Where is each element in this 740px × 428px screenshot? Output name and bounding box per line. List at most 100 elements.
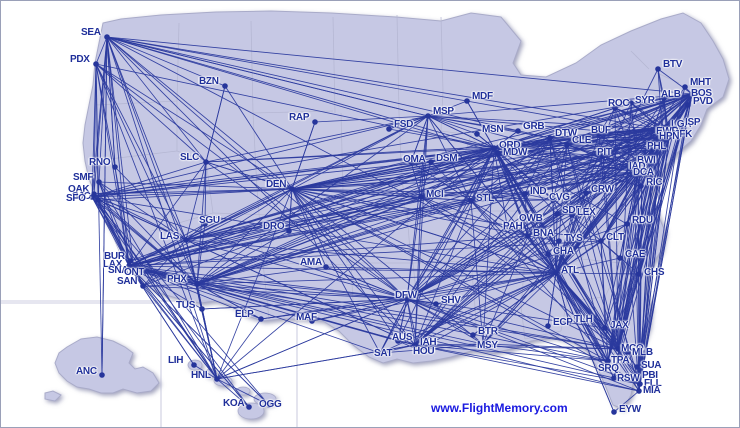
airport-node[interactable] [416,347,422,353]
airport-node[interactable] [661,95,667,101]
airport-node[interactable] [525,233,531,239]
airport-node[interactable] [636,388,642,394]
airport-node[interactable] [96,179,102,185]
airport-node[interactable] [202,221,208,227]
airport-node[interactable] [522,191,528,197]
airport-node[interactable] [131,268,137,274]
flight-route [291,188,554,201]
airport-node[interactable] [625,349,631,355]
airport-node[interactable] [615,346,621,352]
airport-node[interactable] [395,338,401,344]
airport-node[interactable] [183,237,189,243]
airport-node[interactable] [474,131,480,137]
airport-node[interactable] [246,404,252,410]
airport-node[interactable] [286,228,292,234]
airport-node[interactable] [137,266,143,272]
airport-node[interactable] [194,281,200,287]
airport-node[interactable] [258,316,264,322]
airport-node[interactable] [556,238,562,244]
airport-node[interactable] [634,364,640,370]
airport-node[interactable] [95,197,101,203]
airport-node[interactable] [602,325,608,331]
airport-node[interactable] [495,150,501,156]
airport-node[interactable] [428,159,434,165]
airport-node[interactable] [214,376,220,382]
airport-node[interactable] [412,342,418,348]
airport-node[interactable] [126,263,132,269]
flight-route [427,100,468,117]
flight-route [406,162,643,300]
airport-node[interactable] [470,332,476,338]
airport-node[interactable] [464,98,470,104]
airport-node[interactable] [140,283,146,289]
airport-node[interactable] [631,163,637,169]
airport-node[interactable] [520,216,526,222]
airport-node[interactable] [504,222,510,228]
airport-node[interactable] [611,375,617,381]
airport-node[interactable] [547,135,553,141]
airport-node[interactable] [377,350,383,356]
airport-node[interactable] [650,146,656,152]
airport-node[interactable] [628,100,634,106]
airport-node[interactable] [222,83,228,89]
airport-node[interactable] [600,153,606,159]
airport-node[interactable] [199,306,205,312]
airport-node[interactable] [655,66,661,72]
airport-node[interactable] [666,134,672,140]
airport-node[interactable] [312,119,318,125]
airport-node[interactable] [635,373,641,379]
airport-node[interactable] [203,159,209,165]
airport-node[interactable] [636,271,642,277]
airport-node[interactable] [404,296,410,302]
airport-node[interactable] [624,221,630,227]
airport-node[interactable] [515,128,521,134]
airport-node[interactable] [617,255,623,261]
airport-node[interactable] [433,301,439,307]
airport-node[interactable] [554,211,560,217]
airport-node[interactable] [689,91,695,97]
airport-node[interactable] [596,131,602,137]
airport-node[interactable] [323,264,329,270]
airport-node[interactable] [662,131,668,137]
flight-route [142,188,293,287]
airport-node[interactable] [266,402,272,408]
airport-node[interactable] [598,238,604,244]
airport-node[interactable] [583,190,589,196]
airport-node[interactable] [677,122,683,128]
airport-node[interactable] [553,270,559,276]
flight-route [97,36,108,201]
airport-node[interactable] [112,164,118,170]
airport-node[interactable] [491,145,497,151]
airport-node[interactable] [93,61,99,67]
airport-node[interactable] [566,319,572,325]
airport-node[interactable] [685,102,691,108]
airport-node[interactable] [659,126,665,132]
airport-node[interactable] [550,197,556,203]
airport-node[interactable] [289,186,295,192]
airport-node[interactable] [605,358,611,364]
airport-node[interactable] [635,169,641,175]
airport-node[interactable] [386,126,392,132]
airport-node[interactable] [612,105,618,111]
airport-node[interactable] [191,362,197,368]
airport-node[interactable] [569,212,575,218]
airport-node[interactable] [564,142,570,148]
airport-node[interactable] [545,323,551,329]
airport-node[interactable] [425,113,431,119]
airport-node[interactable] [480,341,486,347]
airport-node[interactable] [418,194,424,200]
airport-node[interactable] [127,258,133,264]
airport-node[interactable] [638,183,644,189]
airport-node[interactable] [104,34,110,40]
airport-node[interactable] [468,198,474,204]
airport-node[interactable] [602,366,608,372]
airport-node[interactable] [89,194,95,200]
airport-node[interactable] [682,84,688,90]
airport-node[interactable] [639,160,645,166]
airport-node[interactable] [309,318,315,324]
airport-node[interactable] [545,251,551,257]
airport-node[interactable] [408,159,414,165]
airport-node[interactable] [637,381,643,387]
airport-node[interactable] [99,372,105,378]
airport-node[interactable] [611,409,617,415]
